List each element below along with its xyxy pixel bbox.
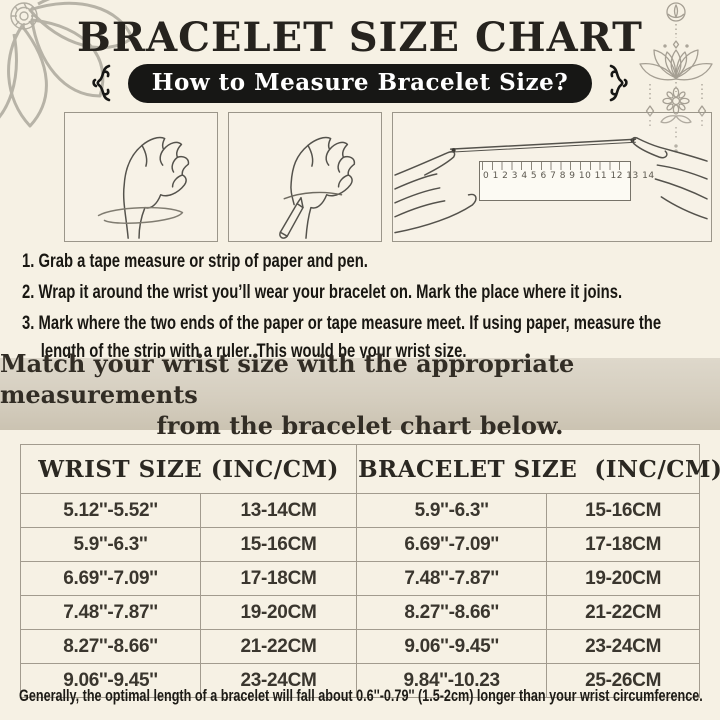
instruction-step-1: 1. Grab a tape measure or strip of paper… (22, 251, 368, 272)
table-cell: 13-14CM (199, 493, 358, 528)
table-row: 8.27''-8.66'' 21-22CM 9.06''-9.45'' 23-2… (20, 629, 700, 664)
hand-with-pen-icon (279, 136, 356, 239)
ruler-numbers: 0 1 2 3 4 5 6 7 8 9 10 11 12 13 14 (483, 171, 655, 181)
table-cell: 7.48''-7.87'' (356, 561, 548, 596)
size-chart-table: WRIST SIZE (INC/CM) BRACELET SIZE (INC/C… (19, 444, 720, 698)
table-cell: 21-22CM (199, 629, 358, 664)
table-cell: 17-18CM (546, 527, 700, 562)
table-cell: 5.9''-6.3'' (20, 527, 201, 562)
illustration-mark-wrist-with-pen (228, 112, 382, 242)
table-row: 7.48''-7.87'' 19-20CM 8.27''-8.66'' 21-2… (20, 595, 700, 630)
match-size-banner: Match your wrist size with the appropria… (0, 349, 720, 440)
badge-row: How to Measure Bracelet Size? (0, 63, 720, 103)
instruction-step-2: 2. Wrap it around the wrist you’ll wear … (22, 282, 623, 303)
instruction-list: 1. Grab a tape measure or strip of paper… (22, 248, 708, 369)
table-cell: 19-20CM (199, 595, 358, 630)
two-hands-with-strip-icon (394, 137, 708, 234)
illustration-measure-with-ruler: 0 1 2 3 4 5 6 7 8 9 10 11 12 13 14 (392, 112, 712, 242)
table-cell: 8.27''-8.66'' (20, 629, 201, 664)
instruction-step-3: 3. Mark where the two ends of the paper … (22, 313, 662, 362)
hand-with-tape-icon (97, 136, 190, 239)
footnote: Generally, the optimal length of a brace… (19, 687, 703, 705)
table-cell: 6.69''-7.09'' (20, 561, 201, 596)
table-cell: 6.69''-7.09'' (356, 527, 548, 562)
how-to-measure-illustrations: 0 1 2 3 4 5 6 7 8 9 10 11 12 13 14 (64, 112, 712, 242)
mandala-flower-icon (0, 0, 134, 128)
bracelet-size-header: BRACELET SIZE (INC/CM) (356, 444, 720, 494)
table-row: 6.69''-7.09'' 17-18CM 7.48''-7.87'' 19-2… (20, 561, 700, 596)
ruler-ticks (482, 162, 628, 170)
page-title: BRACELET SIZE CHART (77, 14, 643, 61)
lotus-pendant-icon (639, 2, 713, 153)
table-cell: 9.06''-9.45'' (356, 629, 548, 664)
table-cell: 8.27''-8.66'' (356, 595, 548, 630)
table-header-row: WRIST SIZE (INC/CM) BRACELET SIZE (INC/C… (19, 444, 720, 494)
ruler: 0 1 2 3 4 5 6 7 8 9 10 11 12 13 14 (479, 161, 655, 201)
table-cell: 23-24CM (546, 629, 700, 664)
illustration-wrap-tape-around-wrist (64, 112, 218, 242)
table-cell: 9.84''-10.23 (356, 663, 548, 698)
table-cell: 17-18CM (199, 561, 358, 596)
table-row: 9.06''-9.45'' 23-24CM 9.84''-10.23 25-26… (20, 663, 700, 698)
table-cell: 21-22CM (546, 595, 700, 630)
table-cell: 9.06''-9.45'' (20, 663, 201, 698)
curly-flourish-left-icon (92, 64, 111, 102)
banner-line-2: from the bracelet chart below. (156, 410, 564, 440)
table-cell: 15-16CM (546, 493, 700, 528)
table-cell: 23-24CM (199, 663, 358, 698)
table-cell: 15-16CM (199, 527, 358, 562)
how-to-measure-badge: How to Measure Bracelet Size? (127, 63, 593, 103)
table-cell: 5.9''-6.3'' (356, 493, 548, 528)
banner-line-1: Match your wrist size with the appropria… (0, 348, 575, 409)
table-row: 5.9''-6.3'' 15-16CM 6.69''-7.09'' 17-18C… (20, 527, 700, 562)
table-cell: 5.12''-5.52'' (20, 493, 201, 528)
table-cell: 19-20CM (546, 561, 700, 596)
curly-flourish-right-icon (609, 64, 628, 102)
table-row: 5.12''-5.52'' 13-14CM 5.9''-6.3'' 15-16C… (20, 493, 700, 528)
wrist-size-header: WRIST SIZE (INC/CM) (19, 444, 358, 494)
table-cell: 25-26CM (546, 663, 700, 698)
table-cell: 7.48''-7.87'' (20, 595, 201, 630)
